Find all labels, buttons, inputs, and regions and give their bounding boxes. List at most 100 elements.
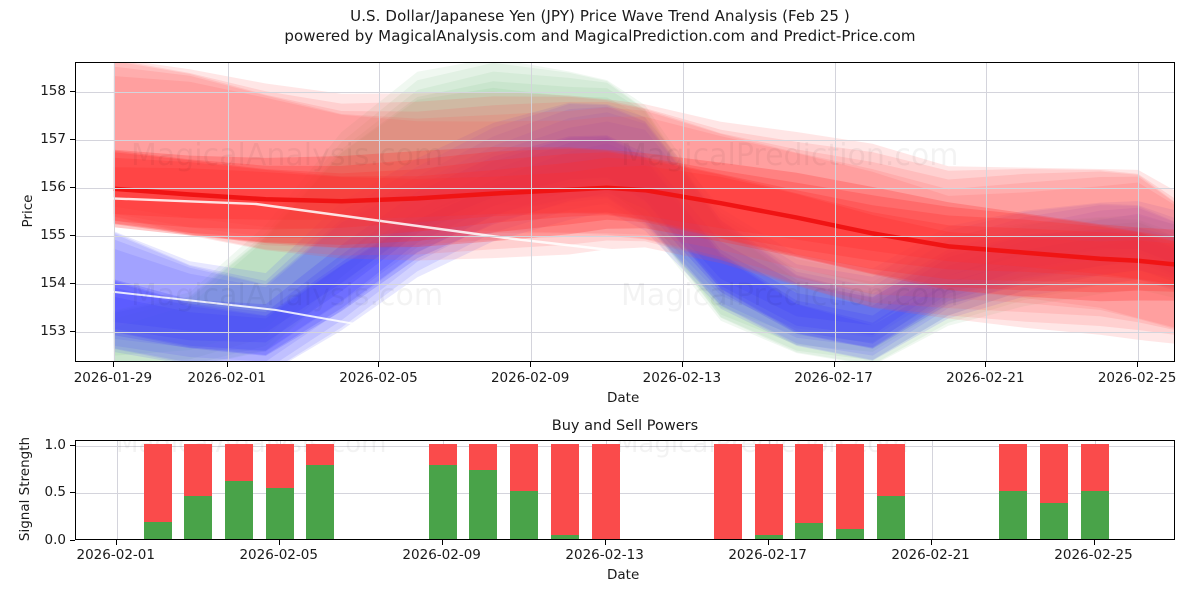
sell-power-bar[interactable] — [428, 443, 457, 465]
sell-power-bar[interactable] — [591, 443, 620, 539]
price-y-tick-label: 156 — [40, 178, 66, 195]
signal-gridline-h — [76, 493, 1174, 495]
signal-x-tick-label: 2026-02-25 — [1054, 547, 1133, 563]
signal-y-tick-mark — [70, 540, 75, 541]
signal-x-tick-mark — [604, 540, 606, 545]
bar-group[interactable] — [428, 441, 457, 539]
bar-group[interactable] — [836, 441, 865, 539]
price-x-tick-mark — [226, 362, 228, 367]
price-y-tick-label: 157 — [40, 130, 66, 147]
blue-wave-core-layer — [113, 135, 1174, 333]
price-y-tick-label: 158 — [40, 82, 66, 99]
price-y-tick-mark — [70, 330, 75, 332]
buy-power-bar[interactable] — [225, 480, 253, 539]
price-gridline-v — [682, 63, 684, 361]
buy-power-bar[interactable] — [469, 470, 498, 539]
buy-power-bar[interactable] — [754, 535, 783, 539]
bar-group[interactable] — [469, 441, 498, 539]
signal-y-tick-label: 0.5 — [44, 484, 66, 501]
sell-power-bar[interactable] — [469, 443, 498, 471]
sell-power-bar[interactable] — [713, 443, 742, 539]
red-wave-outer-band-layer — [113, 63, 1174, 329]
bar-group[interactable] — [550, 441, 579, 539]
blue-wave-band-layer — [113, 106, 1174, 361]
red-wave-core-band-layer — [113, 157, 1174, 293]
price-gridline-v — [1138, 63, 1140, 361]
buy-power-bar[interactable] — [795, 522, 824, 539]
red-wave-core-band-layer — [113, 152, 1174, 287]
bar-group[interactable] — [754, 441, 783, 539]
bar-group[interactable] — [999, 441, 1027, 539]
sell-power-bar[interactable] — [143, 443, 172, 522]
buy-power-bar[interactable] — [1080, 491, 1109, 539]
buy-power-bar[interactable] — [1039, 502, 1068, 539]
sell-power-bar[interactable] — [265, 443, 294, 488]
sell-power-bar[interactable] — [754, 443, 783, 536]
wave-separator-line — [105, 290, 407, 334]
price-y-tick-mark — [70, 282, 75, 284]
sell-power-bar[interactable] — [306, 443, 335, 465]
price-gridline-v — [113, 63, 115, 361]
price-x-tick-mark — [530, 362, 532, 367]
price-gridline-h — [76, 283, 1174, 285]
sell-power-bar[interactable] — [184, 443, 213, 497]
price-x-tick-label: 2026-01-29 — [73, 370, 153, 386]
bar-group[interactable] — [1039, 441, 1068, 539]
buy-power-bar[interactable] — [428, 464, 457, 539]
buy-power-bar[interactable] — [184, 496, 213, 539]
signal-x-tick-label: 2026-02-01 — [76, 547, 155, 563]
buy-power-bar[interactable] — [510, 491, 539, 539]
buy-power-bar[interactable] — [143, 521, 172, 539]
bar-group[interactable] — [591, 441, 620, 539]
price-x-tick-label: 2026-02-21 — [946, 370, 1025, 386]
bar-group[interactable] — [876, 441, 905, 539]
bar-group[interactable] — [225, 441, 253, 539]
buy-power-bar[interactable] — [876, 496, 905, 539]
sell-power-bar[interactable] — [876, 443, 905, 497]
sell-power-bar[interactable] — [999, 443, 1027, 492]
bar-group[interactable] — [265, 441, 294, 539]
red-wave-outer-band-layer — [113, 63, 1174, 330]
signal-y-tick-label: 1.0 — [44, 436, 66, 453]
bar-group[interactable] — [510, 441, 539, 539]
red-wave-core-band-layer — [113, 148, 1174, 286]
bar-group[interactable] — [795, 441, 824, 539]
buy-power-bar[interactable] — [306, 464, 335, 539]
blue-wave-band-layer — [113, 112, 1174, 361]
price-x-tick-label: 2026-02-25 — [1097, 370, 1177, 386]
page-subtitle: powered by MagicalAnalysis.com and Magic… — [284, 27, 916, 45]
red-wave-outer-band-layer — [113, 76, 1174, 344]
sell-power-bar[interactable] — [510, 443, 539, 492]
signal-y-tick-label: 0.0 — [44, 532, 66, 548]
buy-power-bar[interactable] — [836, 528, 865, 539]
price-gridline-v — [834, 63, 836, 361]
buy-power-bar[interactable] — [550, 535, 579, 539]
price-y-tick-mark — [70, 186, 75, 188]
signal-x-tick-mark — [1093, 540, 1095, 545]
bar-group[interactable] — [143, 441, 172, 539]
sell-power-bar[interactable] — [795, 443, 824, 523]
sell-power-bar[interactable] — [225, 443, 253, 481]
sell-power-bar[interactable] — [1080, 443, 1109, 492]
price-gridline-h — [76, 91, 1174, 93]
price-x-tick-label: 2026-02-09 — [490, 370, 570, 386]
signal-x-tick-label: 2026-02-13 — [565, 547, 644, 563]
price-gridline-h — [76, 235, 1174, 237]
blue-wave-core-layer — [113, 136, 1174, 343]
bar-group[interactable] — [1080, 441, 1109, 539]
bar-group[interactable] — [306, 441, 335, 539]
sell-power-bar[interactable] — [836, 443, 865, 529]
sell-power-bar[interactable] — [1039, 443, 1068, 503]
buy-power-bar[interactable] — [265, 487, 294, 539]
price-y-tick-label: 153 — [40, 322, 66, 339]
buy-power-bar[interactable] — [999, 491, 1027, 539]
price-gridline-h — [76, 331, 1174, 333]
price-x-tick-label: 2026-02-17 — [794, 370, 873, 386]
blue-wave-core-layer — [113, 137, 1174, 351]
bar-group[interactable] — [713, 441, 742, 539]
bar-group[interactable] — [184, 441, 213, 539]
price-x-tick-mark — [378, 362, 380, 367]
sell-power-bar[interactable] — [550, 443, 579, 536]
signal-y-tick-mark — [70, 492, 75, 494]
